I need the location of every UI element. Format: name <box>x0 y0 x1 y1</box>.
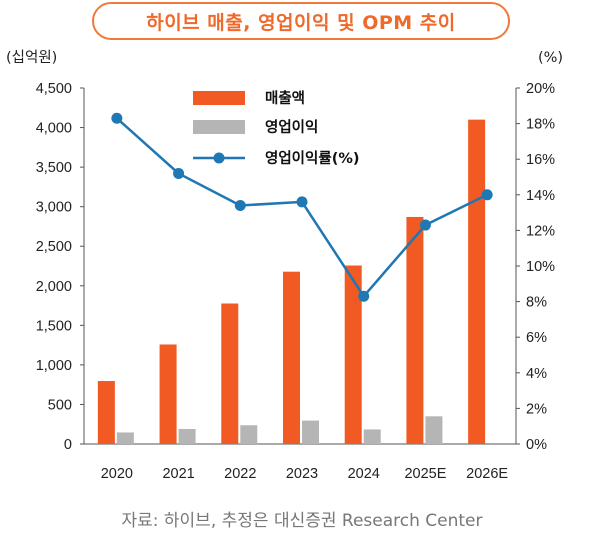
bar-revenue <box>221 303 239 444</box>
right-tick-label: 12% <box>526 223 555 239</box>
right-unit-label: (%) <box>538 50 563 66</box>
right-tick-label: 8% <box>526 295 547 311</box>
bar-revenue <box>468 119 486 445</box>
right-tick-label: 6% <box>526 330 547 346</box>
legend-label: 영업이익 <box>265 118 318 136</box>
legend-swatch-operating-profit <box>193 120 245 134</box>
opm-point <box>111 112 123 124</box>
legend-label: 매출액 <box>265 89 305 107</box>
left-tick-label: 1,000 <box>36 358 72 374</box>
line-series <box>111 112 493 302</box>
left-tick-label: 4,500 <box>36 81 72 97</box>
bar-operating-profit <box>363 429 381 444</box>
left-tick-label: 3,000 <box>36 200 72 216</box>
x-tick-label: 2020 <box>101 466 133 482</box>
left-unit-label: (십억원) <box>6 49 57 66</box>
bars <box>97 119 486 445</box>
left-tick-label: 2,000 <box>36 279 72 295</box>
x-tick-label: 2024 <box>348 466 380 482</box>
legend-swatch-revenue <box>193 91 245 105</box>
axes: 0 500 1,000 1,500 2,000 2,500 3,000 3,500 4,000 4… <box>36 81 555 482</box>
x-tick-label: 2023 <box>286 466 318 482</box>
chart-title: 하이브 매출, 영업이익 및 OPM 추이 <box>92 2 510 40</box>
bar-operating-profit <box>302 420 319 444</box>
bar-revenue <box>344 265 362 444</box>
x-tick-label: 2025E <box>404 466 446 482</box>
opm-point <box>173 167 185 179</box>
right-tick-label: 14% <box>526 188 555 204</box>
bar-operating-profit <box>178 428 196 444</box>
opm-point <box>234 199 246 211</box>
left-tick-label: 0 <box>64 437 72 453</box>
legend-label: 영업이익률(%) <box>265 149 359 167</box>
x-tick-label: 2021 <box>162 466 194 482</box>
bar-revenue <box>283 271 300 444</box>
opm-point <box>358 290 370 302</box>
bar-revenue <box>159 344 177 444</box>
left-tick-label: 2,500 <box>36 239 72 255</box>
bar-revenue <box>97 381 115 444</box>
left-tick-label: 3,500 <box>36 160 72 176</box>
right-tick-label: 2% <box>526 401 547 417</box>
right-tick-label: 16% <box>526 152 555 168</box>
right-tick-label: 20% <box>526 81 555 97</box>
opm-point <box>296 196 308 208</box>
left-tick-label: 1,500 <box>36 318 72 334</box>
right-tick-label: 10% <box>526 259 555 275</box>
bar-operating-profit <box>116 432 134 444</box>
right-tick-label: 18% <box>526 117 555 133</box>
opm-point <box>481 189 493 201</box>
legend-swatch-opm-marker <box>213 152 225 164</box>
right-tick-label: 0% <box>526 437 547 453</box>
source-note: 자료: 하이브, 추정은 대신증권 Research Center <box>121 511 483 531</box>
left-tick-label: 4,000 <box>36 121 72 137</box>
chart: 0 500 1,000 1,500 2,000 2,500 3,000 3,500 4,000 4… <box>6 49 563 482</box>
bar-revenue <box>406 216 424 444</box>
opm-point <box>419 219 431 231</box>
left-tick-label: 500 <box>48 397 72 413</box>
bar-operating-profit <box>425 416 443 444</box>
right-tick-label: 4% <box>526 366 547 382</box>
x-tick-label: 2026E <box>466 466 508 482</box>
bar-operating-profit <box>240 425 258 444</box>
x-tick-label: 2022 <box>224 466 256 482</box>
